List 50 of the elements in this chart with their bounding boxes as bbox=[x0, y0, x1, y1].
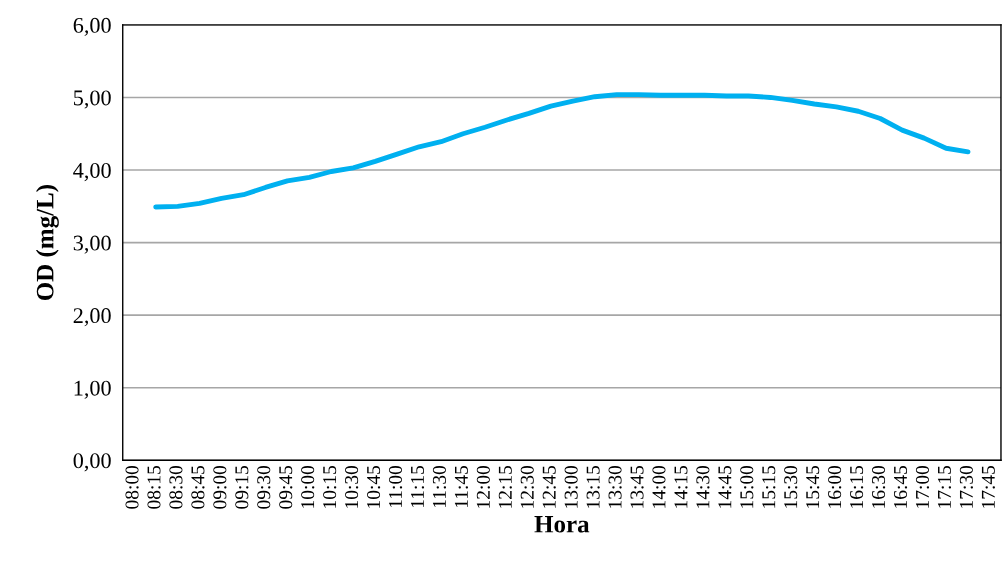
x-tick-label: 09:00 bbox=[213, 465, 227, 509]
x-tick-label: 17:30 bbox=[959, 465, 973, 508]
x-tick-label: 17:45 bbox=[981, 465, 995, 508]
x-tick-label: 08:45 bbox=[191, 465, 205, 509]
x-tick-label: 14:00 bbox=[652, 465, 666, 508]
x-tick-label: 11:45 bbox=[454, 465, 468, 508]
y-axis-title: OD (mg/L) bbox=[35, 185, 59, 301]
x-tick-label: 11:00 bbox=[388, 465, 403, 508]
y-tick-label: 1,00 bbox=[74, 380, 111, 399]
x-tick-label: 15:30 bbox=[784, 465, 798, 508]
x-tick-label: 16:45 bbox=[893, 465, 908, 508]
y-tick-label: 5,00 bbox=[74, 90, 111, 109]
x-tick-label: 15:00 bbox=[740, 465, 754, 508]
x-tick-label: 15:45 bbox=[806, 465, 820, 508]
x-tick-label: 10:30 bbox=[345, 465, 359, 508]
x-tick-label: 08:00 bbox=[125, 465, 139, 509]
x-tick-label: 11:15 bbox=[410, 465, 425, 508]
y-tick-label: 0,00 bbox=[73, 453, 111, 472]
x-tick-label: 14:30 bbox=[696, 465, 710, 508]
x-tick-label: 15:15 bbox=[762, 465, 776, 508]
x-tick-label: 14:15 bbox=[674, 465, 688, 508]
x-tick-label: 16:30 bbox=[871, 465, 886, 508]
y-tick-label: 3,00 bbox=[73, 235, 111, 254]
x-tick-label: 12:00 bbox=[476, 465, 490, 508]
x-axis-title: Hora bbox=[534, 515, 590, 533]
x-tick-label: 17:15 bbox=[937, 465, 952, 508]
x-tick-label: 13:00 bbox=[564, 465, 578, 508]
x-tick-label: 13:45 bbox=[630, 465, 644, 508]
x-tick-label: 10:00 bbox=[301, 465, 315, 508]
x-tick-label: 16:15 bbox=[850, 465, 864, 508]
x-tick-label: 12:45 bbox=[542, 465, 556, 508]
x-tick-label: 08:15 bbox=[147, 465, 161, 509]
line-series bbox=[153, 92, 971, 210]
x-tick-label: 13:15 bbox=[586, 465, 600, 508]
x-tick-label: 08:30 bbox=[169, 465, 183, 509]
x-tick-label: 14:45 bbox=[718, 465, 732, 508]
x-tick-label: 10:15 bbox=[323, 465, 337, 508]
x-tick-label: 16:00 bbox=[828, 465, 842, 508]
x-tick-label: 10:45 bbox=[366, 465, 381, 508]
x-tick-label: 17:00 bbox=[915, 465, 930, 508]
x-tick-label: 09:15 bbox=[235, 465, 249, 509]
x-tick-label: 09:30 bbox=[257, 465, 271, 509]
x-tick-label: 13:30 bbox=[608, 465, 622, 508]
x-tick-label: 12:15 bbox=[498, 465, 512, 508]
y-tick-label: 4,00 bbox=[73, 162, 111, 182]
y-tick-label: 6,00 bbox=[73, 17, 111, 37]
x-tick-label: 11:30 bbox=[432, 465, 447, 508]
x-tick-label: 09:45 bbox=[279, 465, 293, 509]
y-tick-label: 2,00 bbox=[73, 308, 111, 327]
x-tick-label: 12:30 bbox=[520, 465, 534, 508]
